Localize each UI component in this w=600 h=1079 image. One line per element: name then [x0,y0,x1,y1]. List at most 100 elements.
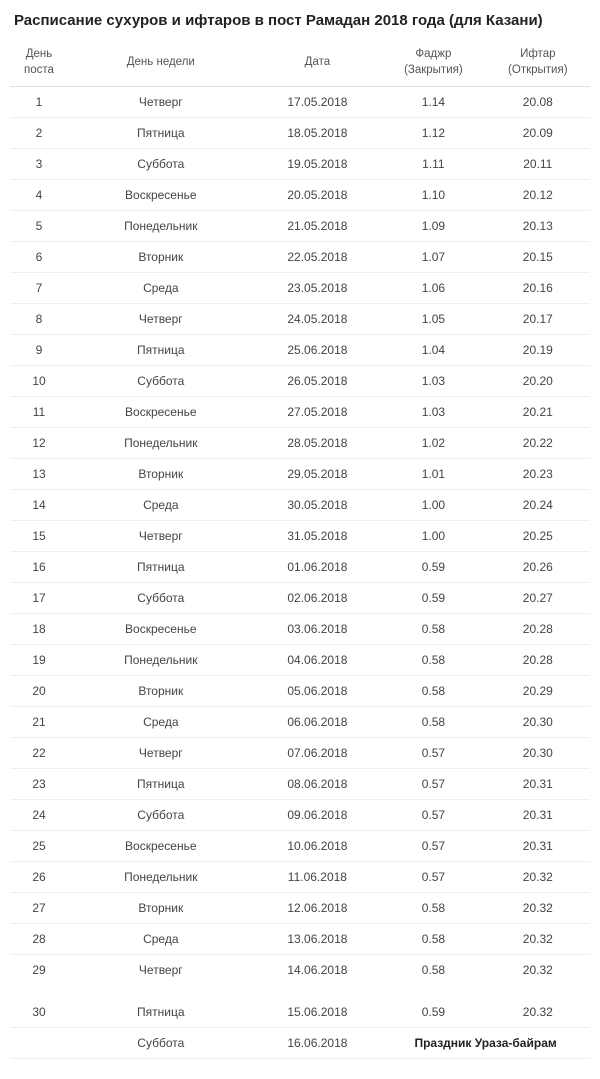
cell-date: 04.06.2018 [254,645,382,676]
table-row: 27Вторник12.06.20180.5820.32 [10,893,590,924]
cell-dow: Суббота [68,800,254,831]
cell-fajr: 0.57 [381,831,485,862]
table-row: 30Пятница15.06.20180.5920.32 [10,991,590,1028]
cell-iftar: 20.25 [486,521,590,552]
cell-day: 9 [10,335,68,366]
cell-dow: Среда [68,490,254,521]
table-row: Суббота16.06.2018Праздник Ураза-байрам [10,1028,590,1059]
cell-day: 25 [10,831,68,862]
cell-date: 03.06.2018 [254,614,382,645]
cell-day: 19 [10,645,68,676]
table-row: 25Воскресенье10.06.20180.5720.31 [10,831,590,862]
cell-fajr: 0.57 [381,769,485,800]
cell-fajr: 0.58 [381,707,485,738]
table-row: 21Среда06.06.20180.5820.30 [10,707,590,738]
cell-dow: Вторник [68,242,254,273]
schedule-table: Деньпоста День недели Дата Фаджр(Закрыти… [10,39,590,1059]
cell-day: 4 [10,180,68,211]
cell-iftar: 20.31 [486,831,590,862]
table-row: 11Воскресенье27.05.20181.0320.21 [10,397,590,428]
table-row: 10Суббота26.05.20181.0320.20 [10,366,590,397]
cell-dow: Суббота [68,583,254,614]
cell-date: 05.06.2018 [254,676,382,707]
table-row: 1Четверг17.05.20181.1420.08 [10,87,590,118]
cell-fajr: 1.00 [381,490,485,521]
cell-dow: Суббота [68,149,254,180]
cell-fajr: 1.11 [381,149,485,180]
cell-day: 28 [10,924,68,955]
cell-date: 19.05.2018 [254,149,382,180]
cell-day: 17 [10,583,68,614]
col-header-fajr: Фаджр(Закрытия) [381,39,485,87]
table-row: 18Воскресенье03.06.20180.5820.28 [10,614,590,645]
cell-fajr: 0.58 [381,955,485,992]
cell-date: 18.05.2018 [254,118,382,149]
cell-fajr: 1.03 [381,366,485,397]
table-row: 2Пятница18.05.20181.1220.09 [10,118,590,149]
cell-day: 21 [10,707,68,738]
cell-holiday: Праздник Ураза-байрам [381,1028,590,1059]
cell-day: 8 [10,304,68,335]
cell-day: 2 [10,118,68,149]
cell-day: 7 [10,273,68,304]
cell-dow: Понедельник [68,211,254,242]
cell-date: 15.06.2018 [254,991,382,1028]
cell-date: 27.05.2018 [254,397,382,428]
cell-fajr: 0.58 [381,614,485,645]
cell-dow: Суббота [68,366,254,397]
cell-dow: Суббота [68,1028,254,1059]
cell-iftar: 20.32 [486,955,590,992]
cell-day: 10 [10,366,68,397]
cell-date: 24.05.2018 [254,304,382,335]
cell-iftar: 20.21 [486,397,590,428]
cell-day: 11 [10,397,68,428]
cell-dow: Четверг [68,738,254,769]
cell-iftar: 20.20 [486,366,590,397]
cell-iftar: 20.13 [486,211,590,242]
cell-dow: Воскресенье [68,180,254,211]
cell-date: 20.05.2018 [254,180,382,211]
cell-iftar: 20.30 [486,738,590,769]
table-row: 26Понедельник11.06.20180.5720.32 [10,862,590,893]
cell-day: 29 [10,955,68,992]
cell-date: 07.06.2018 [254,738,382,769]
cell-iftar: 20.31 [486,800,590,831]
table-row: 6Вторник22.05.20181.0720.15 [10,242,590,273]
cell-dow: Среда [68,924,254,955]
cell-iftar: 20.32 [486,862,590,893]
cell-date: 26.05.2018 [254,366,382,397]
col-header-day: Деньпоста [10,39,68,87]
cell-dow: Среда [68,707,254,738]
cell-iftar: 20.31 [486,769,590,800]
table-row: 28Среда13.06.20180.5820.32 [10,924,590,955]
cell-fajr: 1.01 [381,459,485,490]
cell-fajr: 0.59 [381,552,485,583]
cell-day: 24 [10,800,68,831]
cell-date: 31.05.2018 [254,521,382,552]
cell-day: 3 [10,149,68,180]
cell-iftar: 20.32 [486,893,590,924]
cell-dow: Воскресенье [68,831,254,862]
table-row: 5Понедельник21.05.20181.0920.13 [10,211,590,242]
cell-date: 11.06.2018 [254,862,382,893]
cell-day: 6 [10,242,68,273]
cell-iftar: 20.23 [486,459,590,490]
cell-dow: Вторник [68,459,254,490]
table-row: 15Четверг31.05.20181.0020.25 [10,521,590,552]
cell-iftar: 20.29 [486,676,590,707]
table-row: 3Суббота19.05.20181.1120.11 [10,149,590,180]
cell-dow: Четверг [68,304,254,335]
cell-fajr: 0.58 [381,893,485,924]
cell-day: 12 [10,428,68,459]
cell-fajr: 0.58 [381,676,485,707]
col-header-iftar: Ифтар(Открытия) [486,39,590,87]
cell-fajr: 1.04 [381,335,485,366]
page-title: Расписание сухуров и ифтаров в пост Рама… [14,12,590,29]
cell-dow: Вторник [68,893,254,924]
cell-iftar: 20.16 [486,273,590,304]
cell-dow: Пятница [68,769,254,800]
cell-iftar: 20.22 [486,428,590,459]
cell-fajr: 1.10 [381,180,485,211]
cell-dow: Среда [68,273,254,304]
cell-day: 27 [10,893,68,924]
